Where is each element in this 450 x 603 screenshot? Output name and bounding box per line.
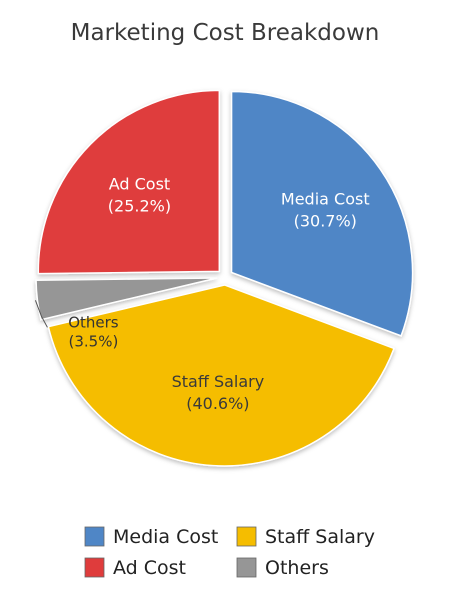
pie-slice-media-cost (230, 90, 414, 337)
slice-labels: Media Cost (30.7%) Staff Salary (40.6%) Othe… (34, 175, 370, 413)
slice-value-label-ad-cost: (25.2%) (108, 197, 171, 216)
legend-swatch-staff-salary (236, 526, 257, 547)
pie-slice-staff-salary (47, 284, 395, 467)
legend-swatch-others (236, 557, 257, 578)
legend-swatch-ad-cost (84, 557, 105, 578)
legend-label-staff-salary: Staff Salary (265, 526, 375, 548)
pie-slices (35, 89, 414, 467)
slice-label-media-cost: Media Cost (281, 189, 370, 208)
slice-label-ad-cost: Ad Cost (109, 175, 170, 194)
pie-slice-ad-cost (37, 89, 221, 275)
slice-value-label-media-cost: (30.7%) (294, 211, 357, 230)
pie-slice-others (35, 277, 218, 321)
slice-label-staff-salary: Staff Salary (172, 372, 265, 391)
legend-label-media-cost: Media Cost (113, 526, 218, 548)
legend: Media Cost Staff Salary Ad Cost Others (84, 526, 375, 579)
slice-value-label-others: (3.5%) (69, 332, 119, 350)
chart-title: Marketing Cost Breakdown (71, 20, 380, 46)
legend-swatch-media-cost (84, 526, 105, 547)
callout-leader-line (34, 300, 48, 328)
slice-label-others: Others (68, 313, 119, 331)
legend-label-ad-cost: Ad Cost (113, 557, 186, 579)
slice-value-label-staff-salary: (40.6%) (186, 394, 249, 413)
legend-label-others: Others (265, 557, 329, 579)
